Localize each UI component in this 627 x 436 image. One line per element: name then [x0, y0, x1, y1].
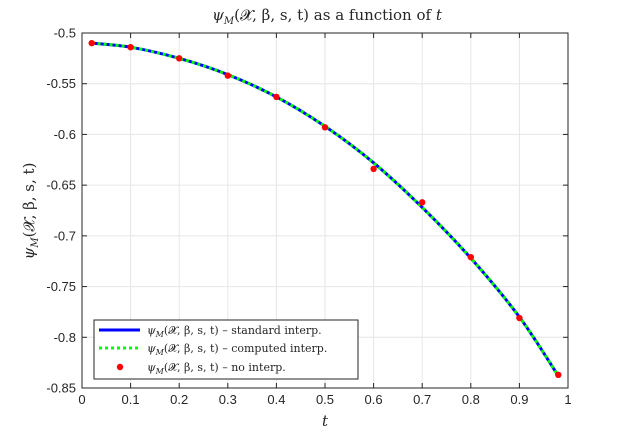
data-point-no-interp — [176, 55, 183, 62]
x-tick-label: 0.5 — [316, 392, 334, 407]
x-tick-label: 0.4 — [267, 392, 285, 407]
y-tick-label: -0.75 — [46, 279, 76, 294]
y-tick-label: -0.65 — [46, 178, 76, 193]
x-tick-label: 0.6 — [365, 392, 383, 407]
y-axis-label: ψM(𝓧, β, s, t) — [20, 163, 41, 260]
series-layer — [88, 39, 562, 379]
y-tick-label: -0.7 — [54, 228, 76, 243]
x-tick-label: 0 — [78, 392, 85, 407]
y-tick-label: -0.85 — [46, 381, 76, 396]
data-point-no-interp — [88, 39, 95, 47]
x-tick-label: 0.8 — [462, 392, 480, 407]
legend-label: ψM(𝓧, β, s, t) – computed interp. — [147, 342, 327, 357]
data-point-no-interp — [273, 93, 280, 101]
y-tick-label: -0.6 — [54, 127, 76, 142]
x-tick-label: 0.1 — [122, 392, 140, 407]
chart-title: ψM(𝓧, β, s, t) as a function of t — [212, 6, 443, 27]
ticks: 0 0.1 0.2 0.3 0.4 0.5 0.6 0.7 0.8 0.9 1 -0.85 -0.8 -0… — [46, 26, 571, 408]
legend: ψM(𝓧, β, s, t) – standard interp. ψM(𝓧, β… — [93, 319, 359, 380]
series-line-computed-interp — [91, 41, 560, 377]
y-tick-label: -0.5 — [54, 26, 76, 41]
data-point-no-interp — [370, 165, 377, 173]
x-tick-label: 0.7 — [413, 392, 431, 407]
legend-swatch-no-interp — [116, 363, 124, 371]
y-tick-label: -0.8 — [54, 330, 76, 345]
legend-label: ψM(𝓧, β, s, t) – no interp. — [147, 361, 286, 376]
x-tick-label: 0.2 — [170, 392, 188, 407]
data-point-no-interp — [127, 44, 134, 51]
x-axis-label: t — [322, 412, 329, 430]
data-point-no-interp — [467, 253, 474, 261]
data-point-no-interp — [555, 371, 562, 379]
x-tick-label: 0.3 — [219, 392, 237, 407]
x-tick-label: 1 — [564, 392, 571, 407]
y-tick-label: -0.55 — [46, 76, 76, 91]
data-point-no-interp — [419, 199, 426, 206]
data-point-no-interp — [321, 124, 329, 131]
legend-label: ψM(𝓧, β, s, t) – standard interp. — [147, 324, 322, 339]
data-point-no-interp — [224, 72, 231, 79]
x-tick-label: 0.9 — [510, 392, 528, 407]
data-point-no-interp — [516, 314, 523, 322]
